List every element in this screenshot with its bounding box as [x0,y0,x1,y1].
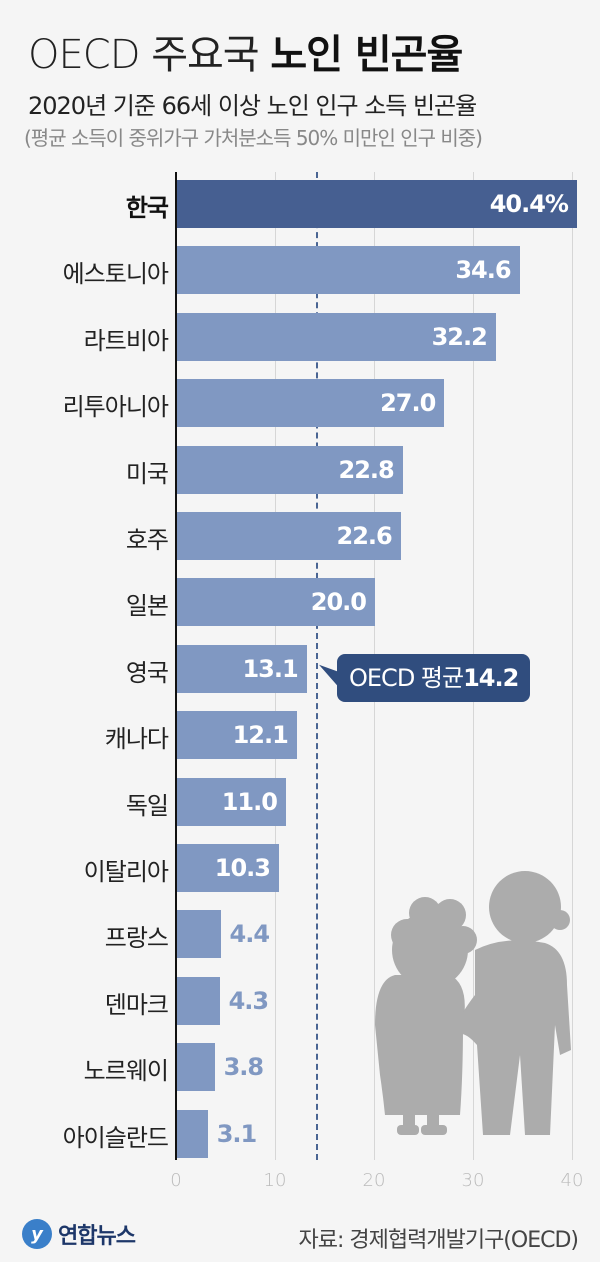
y-axis-line [175,172,177,1160]
x-tick-label: 20 [362,1170,386,1191]
yonhap-logo: y 연합뉴스 [22,1218,136,1250]
bar [177,246,520,295]
page-title: OECD 주요국 노인 빈곤율 [28,22,463,80]
country-label: 호주 [125,526,169,554]
value-label: 11.0 [221,787,278,816]
title-light: OECD 주요국 [28,32,260,78]
x-tick-label: 40 [560,1170,584,1191]
callout-value: 14.2 [463,664,519,692]
bar [177,379,445,428]
country-label: 에스토니아 [62,260,169,289]
logo-text: 연합뉴스 [58,1224,136,1249]
country-label: 노르웨이 [83,1057,169,1086]
value-label: 10.3 [214,854,271,882]
value-label: 40.4% [489,190,569,218]
value-label: 3.1 [216,1119,258,1148]
country-label: 아이슬란드 [62,1123,169,1152]
yonhap-logo-icon: y [22,1219,52,1249]
value-label: 13.1 [242,654,298,683]
bar [177,711,297,760]
country-label: 이탈리아 [83,858,169,886]
country-label: 일본 [125,592,169,621]
bar [177,578,375,627]
country-label: 독일 [125,791,169,820]
country-label: 덴마크 [104,990,169,1019]
bar [177,777,286,826]
bar [177,1109,208,1158]
value-label: 22.8 [338,455,395,484]
x-tick-label: 10 [263,1170,287,1191]
country-label: 리투아니아 [62,393,169,422]
value-label: 34.6 [455,256,511,285]
country-label: 라트비아 [83,326,169,355]
value-label: 3.8 [223,1053,265,1082]
country-label: 한국 [125,194,169,222]
country-label: 영국 [125,658,169,687]
bar [177,445,403,494]
definition-note: (평균 소득이 중위가구 가처분소득 50% 미만인 인구 비중) [24,126,483,150]
oecd-average-line [315,172,318,1160]
bar [177,844,279,892]
value-label: 22.6 [336,522,393,550]
elderly-couple-icon [375,871,571,1135]
x-tick-label: 30 [461,1170,485,1191]
oecd-average-callout: OECD 평균14.2 [337,654,531,702]
bar [177,1043,215,1092]
value-label: 12.1 [232,721,289,750]
country-label: 캐나다 [104,725,169,754]
bar [177,180,577,228]
callout-label: OECD 평균 [349,664,464,692]
country-label: 미국 [125,459,169,488]
bar [177,976,220,1025]
gridline [572,172,573,1160]
bar [177,910,221,959]
value-label: 4.4 [229,920,271,949]
value-label: 4.3 [228,986,270,1015]
title-bold: 노인 빈곤율 [270,32,463,78]
bar [177,312,496,361]
country-label: 프랑스 [104,924,169,953]
x-tick-label: 0 [170,1170,182,1191]
bar [177,512,401,560]
value-label: 27.0 [380,389,436,418]
source-text: 자료: 경제협력개발기구(OECD) [298,1228,579,1253]
subtitle: 2020년 기준 66세 이상 노인 인구 소득 빈곤율 [28,92,477,120]
value-label: 32.2 [431,322,488,351]
value-label: 20.0 [310,588,367,617]
bar [177,644,307,693]
